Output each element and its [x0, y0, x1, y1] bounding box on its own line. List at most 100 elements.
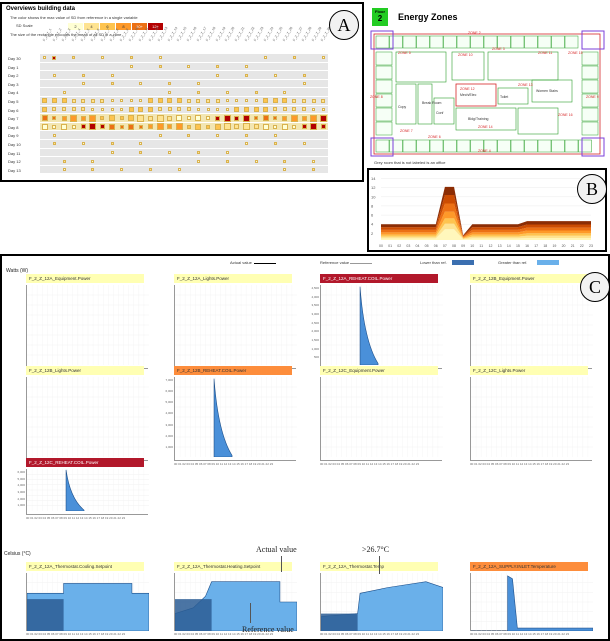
heatmap-cell[interactable] — [254, 159, 258, 163]
heatmap-cell[interactable] — [110, 99, 114, 103]
zone-corner[interactable] — [370, 137, 394, 157]
heatmap-cell[interactable] — [177, 168, 181, 172]
heatmap-cell[interactable] — [273, 133, 277, 137]
heatmap-cell[interactable] — [168, 82, 172, 86]
floor-room[interactable] — [443, 35, 457, 49]
heatmap-cell[interactable] — [310, 123, 318, 131]
heatmap-cell[interactable] — [253, 106, 259, 112]
floor-room[interactable] — [375, 107, 393, 122]
power-chart[interactable]: F_2_Z_12C_Equipment.Power 00 01 02 03 04 … — [320, 366, 446, 470]
heatmap-cell[interactable] — [196, 90, 200, 94]
heatmap-cell[interactable] — [283, 159, 287, 163]
heatmap-cell[interactable] — [186, 107, 191, 112]
heatmap-cell[interactable] — [128, 106, 134, 112]
floor-room[interactable] — [524, 35, 538, 49]
heatmap-cell[interactable] — [158, 64, 162, 68]
heatmap-cell[interactable] — [235, 99, 239, 103]
heatmap-cell[interactable] — [196, 150, 200, 154]
heatmap-cell[interactable] — [71, 124, 76, 129]
floor-room[interactable] — [375, 79, 393, 94]
heatmap-cell[interactable] — [41, 115, 48, 121]
zone-corner[interactable] — [581, 137, 605, 157]
temperature-chart[interactable]: F_2_Z_12A_Thermostat.Cooling.Setpoint 00 … — [26, 562, 152, 640]
heatmap-cell[interactable] — [71, 98, 76, 103]
heatmap-cell[interactable] — [91, 107, 95, 111]
heatmap-cell[interactable] — [225, 107, 229, 111]
heatmap-cell[interactable] — [310, 114, 318, 122]
heatmap-cell[interactable] — [167, 124, 173, 130]
floor-room[interactable] — [497, 35, 511, 49]
floor-room[interactable] — [537, 35, 552, 49]
heatmap-cell[interactable] — [186, 124, 191, 129]
heatmap-cell[interactable] — [312, 168, 316, 172]
floor-room[interactable] — [510, 35, 525, 49]
power-chart[interactable]: F_2_Z_12C_REHEAT.COIL.Power 00 01 02 03 0… — [17, 458, 152, 524]
heatmap-cell[interactable] — [137, 114, 145, 122]
heatmap-cell[interactable] — [243, 106, 249, 112]
heatmap-cell[interactable] — [147, 115, 153, 121]
heatmap-cell[interactable] — [156, 114, 164, 122]
floor-room[interactable] — [375, 65, 393, 80]
heatmap-cell[interactable] — [301, 115, 307, 121]
zone-corner[interactable] — [581, 30, 605, 50]
heatmap-cell[interactable] — [90, 98, 95, 103]
heatmap-cell[interactable] — [139, 150, 143, 154]
heatmap-cell[interactable] — [81, 98, 86, 103]
heatmap-cell[interactable] — [321, 56, 325, 60]
heatmap-cell[interactable] — [42, 98, 48, 104]
heatmap-cell[interactable] — [51, 98, 57, 104]
heatmap-cell[interactable] — [176, 115, 183, 121]
floor-room[interactable] — [581, 65, 599, 80]
heatmap-cell[interactable] — [158, 56, 162, 60]
heatmap-cell[interactable] — [302, 107, 306, 112]
heatmap-cell[interactable] — [109, 123, 115, 130]
heatmap-cell[interactable] — [244, 133, 248, 137]
floor-room[interactable] — [455, 83, 497, 107]
power-chart[interactable]: F_2_Z_12B_REHEAT.COIL.Power 00 01 02 03 0… — [165, 366, 300, 470]
heatmap-cell[interactable] — [216, 73, 220, 77]
floor-room[interactable] — [389, 139, 403, 153]
floor-room[interactable] — [581, 51, 599, 66]
heatmap-cell[interactable] — [215, 98, 220, 103]
floor-room[interactable] — [551, 35, 565, 49]
heatmap-cell[interactable] — [52, 107, 57, 112]
heatmap-cell[interactable] — [167, 107, 172, 112]
heatmap-cell[interactable] — [176, 98, 182, 104]
heatmap-cell[interactable] — [234, 124, 240, 130]
temperature-chart[interactable]: F_2_Z_12A_Thermostat.Heating.Setpoint 00 … — [174, 562, 300, 640]
heatmap-cell[interactable] — [263, 98, 269, 104]
heatmap-cell[interactable] — [292, 124, 297, 129]
floor-room[interactable] — [402, 139, 417, 153]
heatmap-cell[interactable] — [292, 56, 296, 60]
heatmap-cell[interactable] — [61, 98, 67, 104]
heatmap-cell[interactable] — [273, 107, 278, 112]
heatmap-cell[interactable] — [167, 115, 173, 121]
heatmap-cell[interactable] — [244, 64, 248, 68]
heatmap-cell[interactable] — [71, 107, 76, 112]
heatmap-cell[interactable] — [80, 115, 86, 121]
heatmap-cell[interactable] — [52, 142, 56, 146]
floor-room[interactable] — [564, 139, 579, 153]
floor-room[interactable] — [456, 139, 471, 153]
heatmap-cell[interactable] — [62, 159, 66, 163]
floor-room[interactable] — [497, 87, 529, 105]
floor-room[interactable] — [395, 51, 447, 83]
floor-room[interactable] — [524, 139, 538, 153]
heatmap-cell[interactable] — [110, 73, 114, 77]
heatmap-cell[interactable] — [100, 56, 104, 60]
heatmap-cell[interactable] — [139, 142, 143, 146]
heatmap-cell[interactable] — [282, 98, 288, 104]
heatmap-cell[interactable] — [52, 124, 57, 129]
heatmap-cell[interactable] — [262, 123, 269, 130]
heatmap-cell[interactable] — [281, 123, 288, 130]
heatmap-cell[interactable] — [109, 115, 115, 121]
heatmap-cell[interactable] — [253, 124, 259, 130]
heatmap-cell[interactable] — [254, 116, 258, 120]
floor-room[interactable] — [375, 121, 393, 136]
heatmap-cell[interactable] — [225, 150, 229, 154]
floor-room[interactable] — [497, 139, 511, 153]
heatmap-cell[interactable] — [99, 124, 105, 130]
heatmap-cell[interactable] — [100, 116, 105, 120]
